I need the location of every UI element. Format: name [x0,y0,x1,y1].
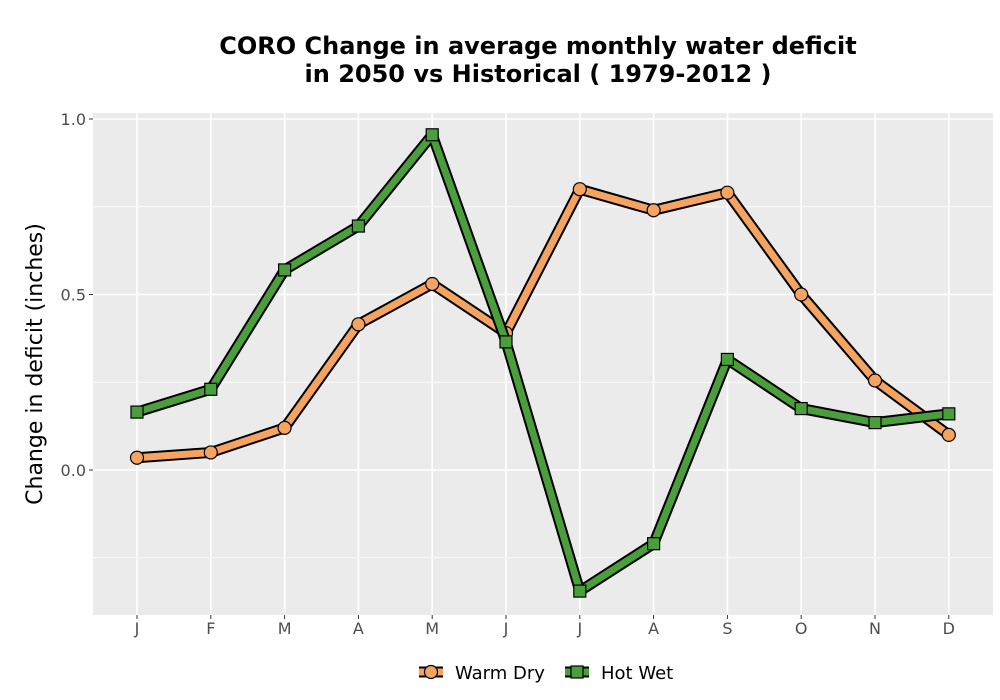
point-1-2 [278,263,292,277]
point-1-8 [720,352,735,367]
legend-key-marker-1 [570,665,584,679]
x-tick-label-3: A [353,619,364,638]
point-0-11 [941,427,956,442]
chart-title-line2: in 2050 vs Historical ( 1979-2012 ) [305,60,772,88]
legend-key-marker-0 [423,664,439,680]
x-tick-label-10: N [869,619,881,638]
x-tick-label-9: O [795,619,808,638]
point-0-10 [867,373,883,388]
point-0-8 [720,185,735,200]
point-1-5 [499,335,513,349]
legend-label-1: Hot Wet [601,663,673,684]
legend-label-0: Warm Dry [455,663,545,684]
y-tick-label-0: 0.0 [61,461,86,480]
series-1 [130,128,956,598]
point-0-3 [351,317,366,332]
point-1-9 [794,401,808,416]
point-0-9 [794,287,809,302]
y-tick-label-2: 1.0 [61,110,86,129]
x-tick-label-8: S [722,619,732,638]
x-tick-label-5: J [503,619,509,638]
legend: Warm Dry Hot Wet [419,663,673,684]
axes: 0.0 0.5 1.0 J F M A M J J A S O N D [61,110,955,638]
point-0-6 [572,182,587,197]
x-tick-label-4: M [425,619,439,638]
point-1-7 [646,537,661,551]
x-tick-label-7: A [648,619,659,638]
x-tick-label-2: M [278,619,292,638]
point-1-6 [573,584,587,598]
y-tick-label-1: 0.5 [61,286,86,305]
point-0-0 [129,450,145,465]
point-1-0 [130,405,144,419]
point-1-11 [942,407,956,421]
series [129,128,956,598]
point-1-4 [425,128,439,142]
series-line-0 [136,185,951,462]
chart-title-line1: CORO Change in average monthly water def… [219,32,857,60]
x-tick-label-1: F [206,619,215,638]
point-0-7 [646,203,661,218]
y-axis-label: Change in deficit (inches) [23,223,48,505]
point-0-4 [425,276,440,292]
series-0 [129,182,956,465]
point-0-2 [277,420,292,435]
point-1-10 [868,416,882,430]
series-line-1 [135,131,950,595]
plot-panel [93,113,993,615]
point-1-1 [204,382,218,396]
point-1-3 [351,219,365,233]
x-tick-label-6: J [576,619,582,638]
point-0-1 [203,445,218,460]
x-tick-label-0: J [134,619,140,638]
x-tick-label-11: D [943,619,955,638]
